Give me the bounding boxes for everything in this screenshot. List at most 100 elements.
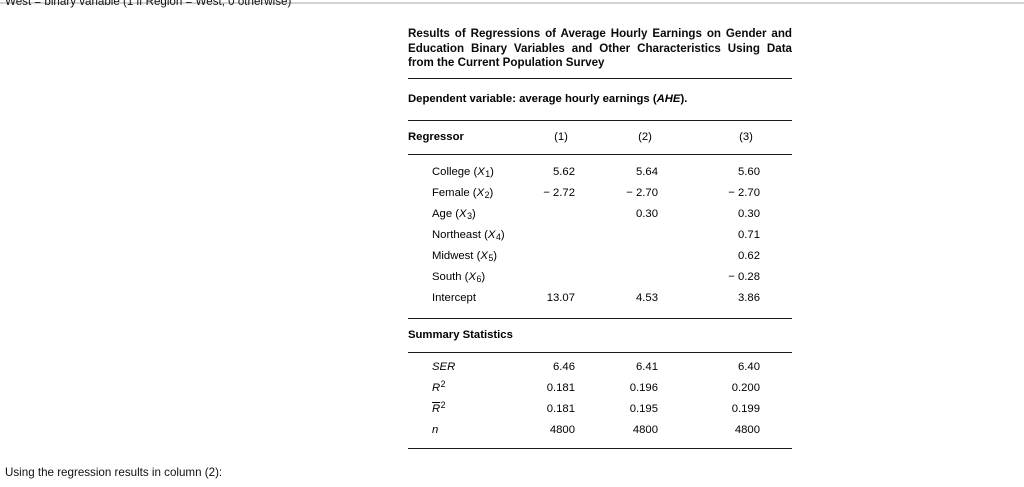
table-row: Female (X2) − 2.72 − 2.70 − 2.70 bbox=[408, 183, 792, 204]
regressor-name: South ( bbox=[432, 270, 469, 283]
regressor-label: Age (X3) bbox=[408, 204, 476, 225]
regressor-name-suffix: ) bbox=[490, 165, 494, 178]
statistic-superscript: 2 bbox=[440, 399, 446, 410]
cell-value-col3: 0.199 bbox=[731, 402, 760, 415]
cell-value-col1: 0.181 bbox=[546, 402, 575, 415]
cell-value-col2: − 2.70 bbox=[626, 186, 658, 199]
regressor-name-suffix: ) bbox=[493, 249, 498, 262]
column-header-1: (1) bbox=[554, 130, 568, 143]
statistic-symbol: R bbox=[432, 381, 441, 394]
statistic-label: SER bbox=[408, 357, 456, 378]
depvar-text: Dependent variable: average hourly earni… bbox=[408, 92, 657, 105]
table-row: Intercept 13.07 4.53 3.86 bbox=[408, 288, 792, 309]
regressor-name-suffix: ) bbox=[489, 186, 494, 199]
table-title: Results of Regressions of Average Hourly… bbox=[408, 27, 792, 71]
summary-row: SER 6.46 6.41 6.40 bbox=[408, 357, 792, 378]
cell-value-col3: 0.30 bbox=[738, 207, 760, 220]
cell-value-col1: 13.07 bbox=[546, 291, 575, 304]
bottom-cut-text: Using the regression results in column (… bbox=[5, 466, 223, 479]
dependent-variable-caption: Dependent variable: average hourly earni… bbox=[408, 79, 792, 120]
table-row: Midwest (X5) 0.62 bbox=[408, 246, 792, 267]
regressor-variable: X bbox=[487, 228, 496, 241]
regressor-variable: X bbox=[468, 270, 476, 283]
table-row: Age (X3) 0.30 0.30 bbox=[408, 204, 792, 225]
regressor-name-suffix: ) bbox=[481, 270, 486, 283]
regressor-name: Northeast ( bbox=[432, 228, 488, 241]
table-header-row: Regressor (1) (2) (3) bbox=[408, 121, 792, 154]
cell-value-col2: 6.41 bbox=[636, 360, 658, 373]
statistic-symbol: n bbox=[432, 423, 439, 436]
statistic-label: R2 bbox=[408, 399, 446, 420]
regressor-variable-subscript: 5 bbox=[488, 253, 494, 264]
statistic-label: R2 bbox=[408, 378, 446, 399]
cell-value-col2: 5.64 bbox=[636, 165, 658, 178]
cell-value-col3: 5.60 bbox=[738, 165, 760, 178]
regressor-variable-subscript: 4 bbox=[495, 232, 501, 243]
horizontal-rule bbox=[408, 317, 792, 319]
summary-row: R2 0.181 0.195 0.199 bbox=[408, 399, 792, 420]
regressor-name: Midwest ( bbox=[432, 249, 481, 262]
regressor-variable: X bbox=[459, 207, 467, 220]
regressor-variable: X bbox=[476, 186, 485, 199]
cell-value-col3: 0.200 bbox=[731, 381, 760, 394]
cell-value-col2: 4.53 bbox=[636, 291, 658, 304]
cell-value-col1: − 2.72 bbox=[543, 186, 575, 199]
regressor-variable: X bbox=[480, 249, 488, 262]
regressor-column-header: Regressor bbox=[408, 130, 464, 143]
cell-value-col3: 0.71 bbox=[738, 228, 760, 241]
horizontal-rule bbox=[408, 119, 792, 121]
regressor-name: Age ( bbox=[432, 207, 460, 220]
regressor-variable-subscript: 6 bbox=[476, 274, 482, 285]
summary-row: R2 0.181 0.196 0.200 bbox=[408, 378, 792, 399]
cell-value-col1: 5.62 bbox=[553, 165, 575, 178]
summary-row: n 4800 4800 4800 bbox=[408, 420, 792, 441]
regressor-name-suffix: ) bbox=[500, 228, 505, 241]
depvar-suffix: ). bbox=[680, 92, 688, 105]
table-row: College (X1) 5.62 5.64 5.60 bbox=[408, 162, 792, 183]
regressor-label: Intercept bbox=[408, 288, 476, 309]
top-divider-line bbox=[0, 2, 1024, 4]
column-header-3: (3) bbox=[739, 130, 753, 143]
cell-value-col3: − 0.28 bbox=[728, 270, 760, 283]
depvar-symbol: AHE bbox=[656, 92, 681, 105]
regressor-name: College ( bbox=[432, 165, 478, 178]
cell-value-col3: 4800 bbox=[734, 423, 760, 436]
regressor-rows: College (X1) 5.62 5.64 5.60 Female (X2) − 2.7… bbox=[408, 155, 792, 318]
regressor-label: Northeast (X4) bbox=[408, 225, 505, 246]
regressor-name: Female ( bbox=[432, 186, 477, 199]
statistic-symbol: R bbox=[432, 402, 441, 415]
top-cut-text: West = binary variable (1 if Region = We… bbox=[5, 0, 292, 8]
table-title-line: Results of Regressions of Average Hourly… bbox=[408, 27, 792, 40]
cell-value-col1: 0.181 bbox=[546, 381, 575, 394]
cell-value-col3: 0.62 bbox=[738, 249, 760, 262]
cell-value-col1: 6.46 bbox=[553, 360, 575, 373]
table-title-line: from the Current Population Survey bbox=[408, 56, 605, 69]
cell-value-col2: 0.30 bbox=[636, 207, 658, 220]
regressor-variable-subscript: 3 bbox=[467, 211, 472, 222]
cell-value-col2: 0.195 bbox=[629, 402, 658, 415]
regressor-label: Female (X2) bbox=[408, 183, 493, 204]
horizontal-rule bbox=[408, 351, 792, 353]
table-title-line: Education Binary Variables and Other Cha… bbox=[408, 41, 792, 55]
table-row: Northeast (X4) 0.71 bbox=[408, 225, 792, 246]
statistic-label: n bbox=[408, 420, 439, 441]
regressor-variable: X bbox=[477, 165, 485, 178]
regressor-name-suffix: ) bbox=[471, 207, 476, 220]
cell-value-col3: 6.40 bbox=[738, 360, 760, 373]
summary-statistics-rows: SER 6.46 6.41 6.40 R2 0.181 0.196 0.200 R2 0.181 0… bbox=[408, 353, 792, 448]
cell-value-col1: 4800 bbox=[549, 423, 575, 436]
regressor-variable-subscript: 1 bbox=[485, 169, 491, 180]
regressor-variable-subscript: 2 bbox=[484, 190, 490, 201]
regressor-label: College (X1) bbox=[408, 162, 494, 183]
summary-statistics-header: Summary Statistics bbox=[408, 328, 513, 341]
regressor-label: South (X6) bbox=[408, 267, 485, 288]
regressor-label: Midwest (X5) bbox=[408, 246, 497, 267]
statistic-symbol: SER bbox=[432, 360, 456, 373]
column-header-2: (2) bbox=[638, 130, 652, 143]
horizontal-rule bbox=[408, 447, 792, 449]
cell-value-col3: 3.86 bbox=[738, 291, 760, 304]
horizontal-rule bbox=[408, 153, 792, 155]
statistic-superscript: 2 bbox=[440, 378, 446, 389]
regressor-name: Intercept bbox=[432, 291, 476, 304]
cell-value-col2: 0.196 bbox=[629, 381, 658, 394]
